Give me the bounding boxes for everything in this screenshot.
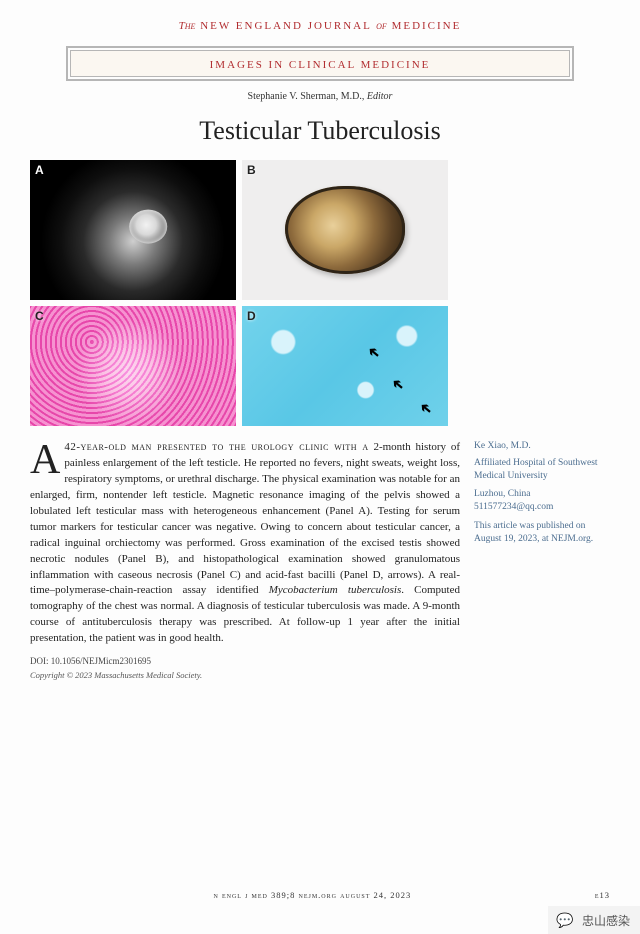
journal-name-part2: MEDICINE (392, 20, 462, 32)
footer-page: e13 (595, 890, 610, 900)
article-title: Testicular Tuberculosis (30, 116, 610, 146)
histology-he-panel: C (30, 306, 236, 426)
section-box: IMAGES IN CLINICAL MEDICINE (66, 46, 574, 81)
taxon: Mycobacterium tuberculosis (269, 584, 402, 596)
afb-arrow-icon: ➔ (416, 398, 436, 419)
wechat-banner: 💬 忠山感染 (548, 906, 640, 934)
wechat-icon: 💬 (554, 909, 576, 931)
afb-arrow-icon: ➔ (388, 374, 408, 395)
author-name: Ke Xiao, M.D. (474, 440, 610, 453)
doi: DOI: 10.1056/NEJMicm2301695 (30, 655, 460, 668)
editor-name: Stephanie V. Sherman, M.D., (248, 91, 365, 102)
affiliation-1: Affiliated Hospital of Southwest Medical… (474, 457, 610, 483)
wechat-text: 忠山感染 (582, 912, 630, 929)
journal-of: of (376, 20, 387, 32)
dropcap: A (30, 440, 64, 477)
panel-label-c: C (35, 309, 44, 323)
panel-label-b: B (247, 163, 256, 177)
editor-line: Stephanie V. Sherman, M.D., Editor (30, 91, 610, 102)
affiliation-2: Luzhou, China (474, 489, 530, 499)
section-box-inner: IMAGES IN CLINICAL MEDICINE (70, 50, 570, 77)
gross-specimen-panel: B (242, 160, 448, 300)
journal-name-part1: NEW ENGLAND JOURNAL (200, 20, 371, 32)
footer-center: n engl j med 389;8 nejm.org august 24, 2… (214, 890, 412, 900)
page-footer: n engl j med 389;8 nejm.org august 24, 2… (30, 890, 610, 900)
panel-label-a: A (35, 163, 44, 177)
author-email: 511577234@qq.com (474, 502, 553, 512)
panel-label-d: D (247, 309, 256, 323)
publication-note: This article was published on August 19,… (474, 520, 610, 546)
mri-panel: A (30, 160, 236, 300)
journal-the: The (179, 20, 196, 32)
acid-fast-panel: D ➔➔➔ (242, 306, 448, 426)
lead-text: 42-year-old man presented to the urology… (64, 441, 368, 453)
section-title: IMAGES IN CLINICAL MEDICINE (210, 59, 431, 71)
editor-role: Editor (367, 91, 393, 102)
article-body: A42-year-old man presented to the urolog… (30, 440, 460, 682)
body-after-lead: 2-month history of painless enlargement … (30, 441, 460, 596)
author-sidebar: Ke Xiao, M.D. Affiliated Hospital of Sou… (474, 440, 610, 552)
journal-name: The NEW ENGLAND JOURNAL of MEDICINE (30, 20, 610, 32)
specimen-shape (285, 186, 405, 274)
figure-grid: A B C D ➔➔➔ (30, 160, 460, 426)
afb-arrow-icon: ➔ (364, 342, 384, 363)
copyright: Copyright © 2023 Massachusetts Medical S… (30, 669, 460, 681)
